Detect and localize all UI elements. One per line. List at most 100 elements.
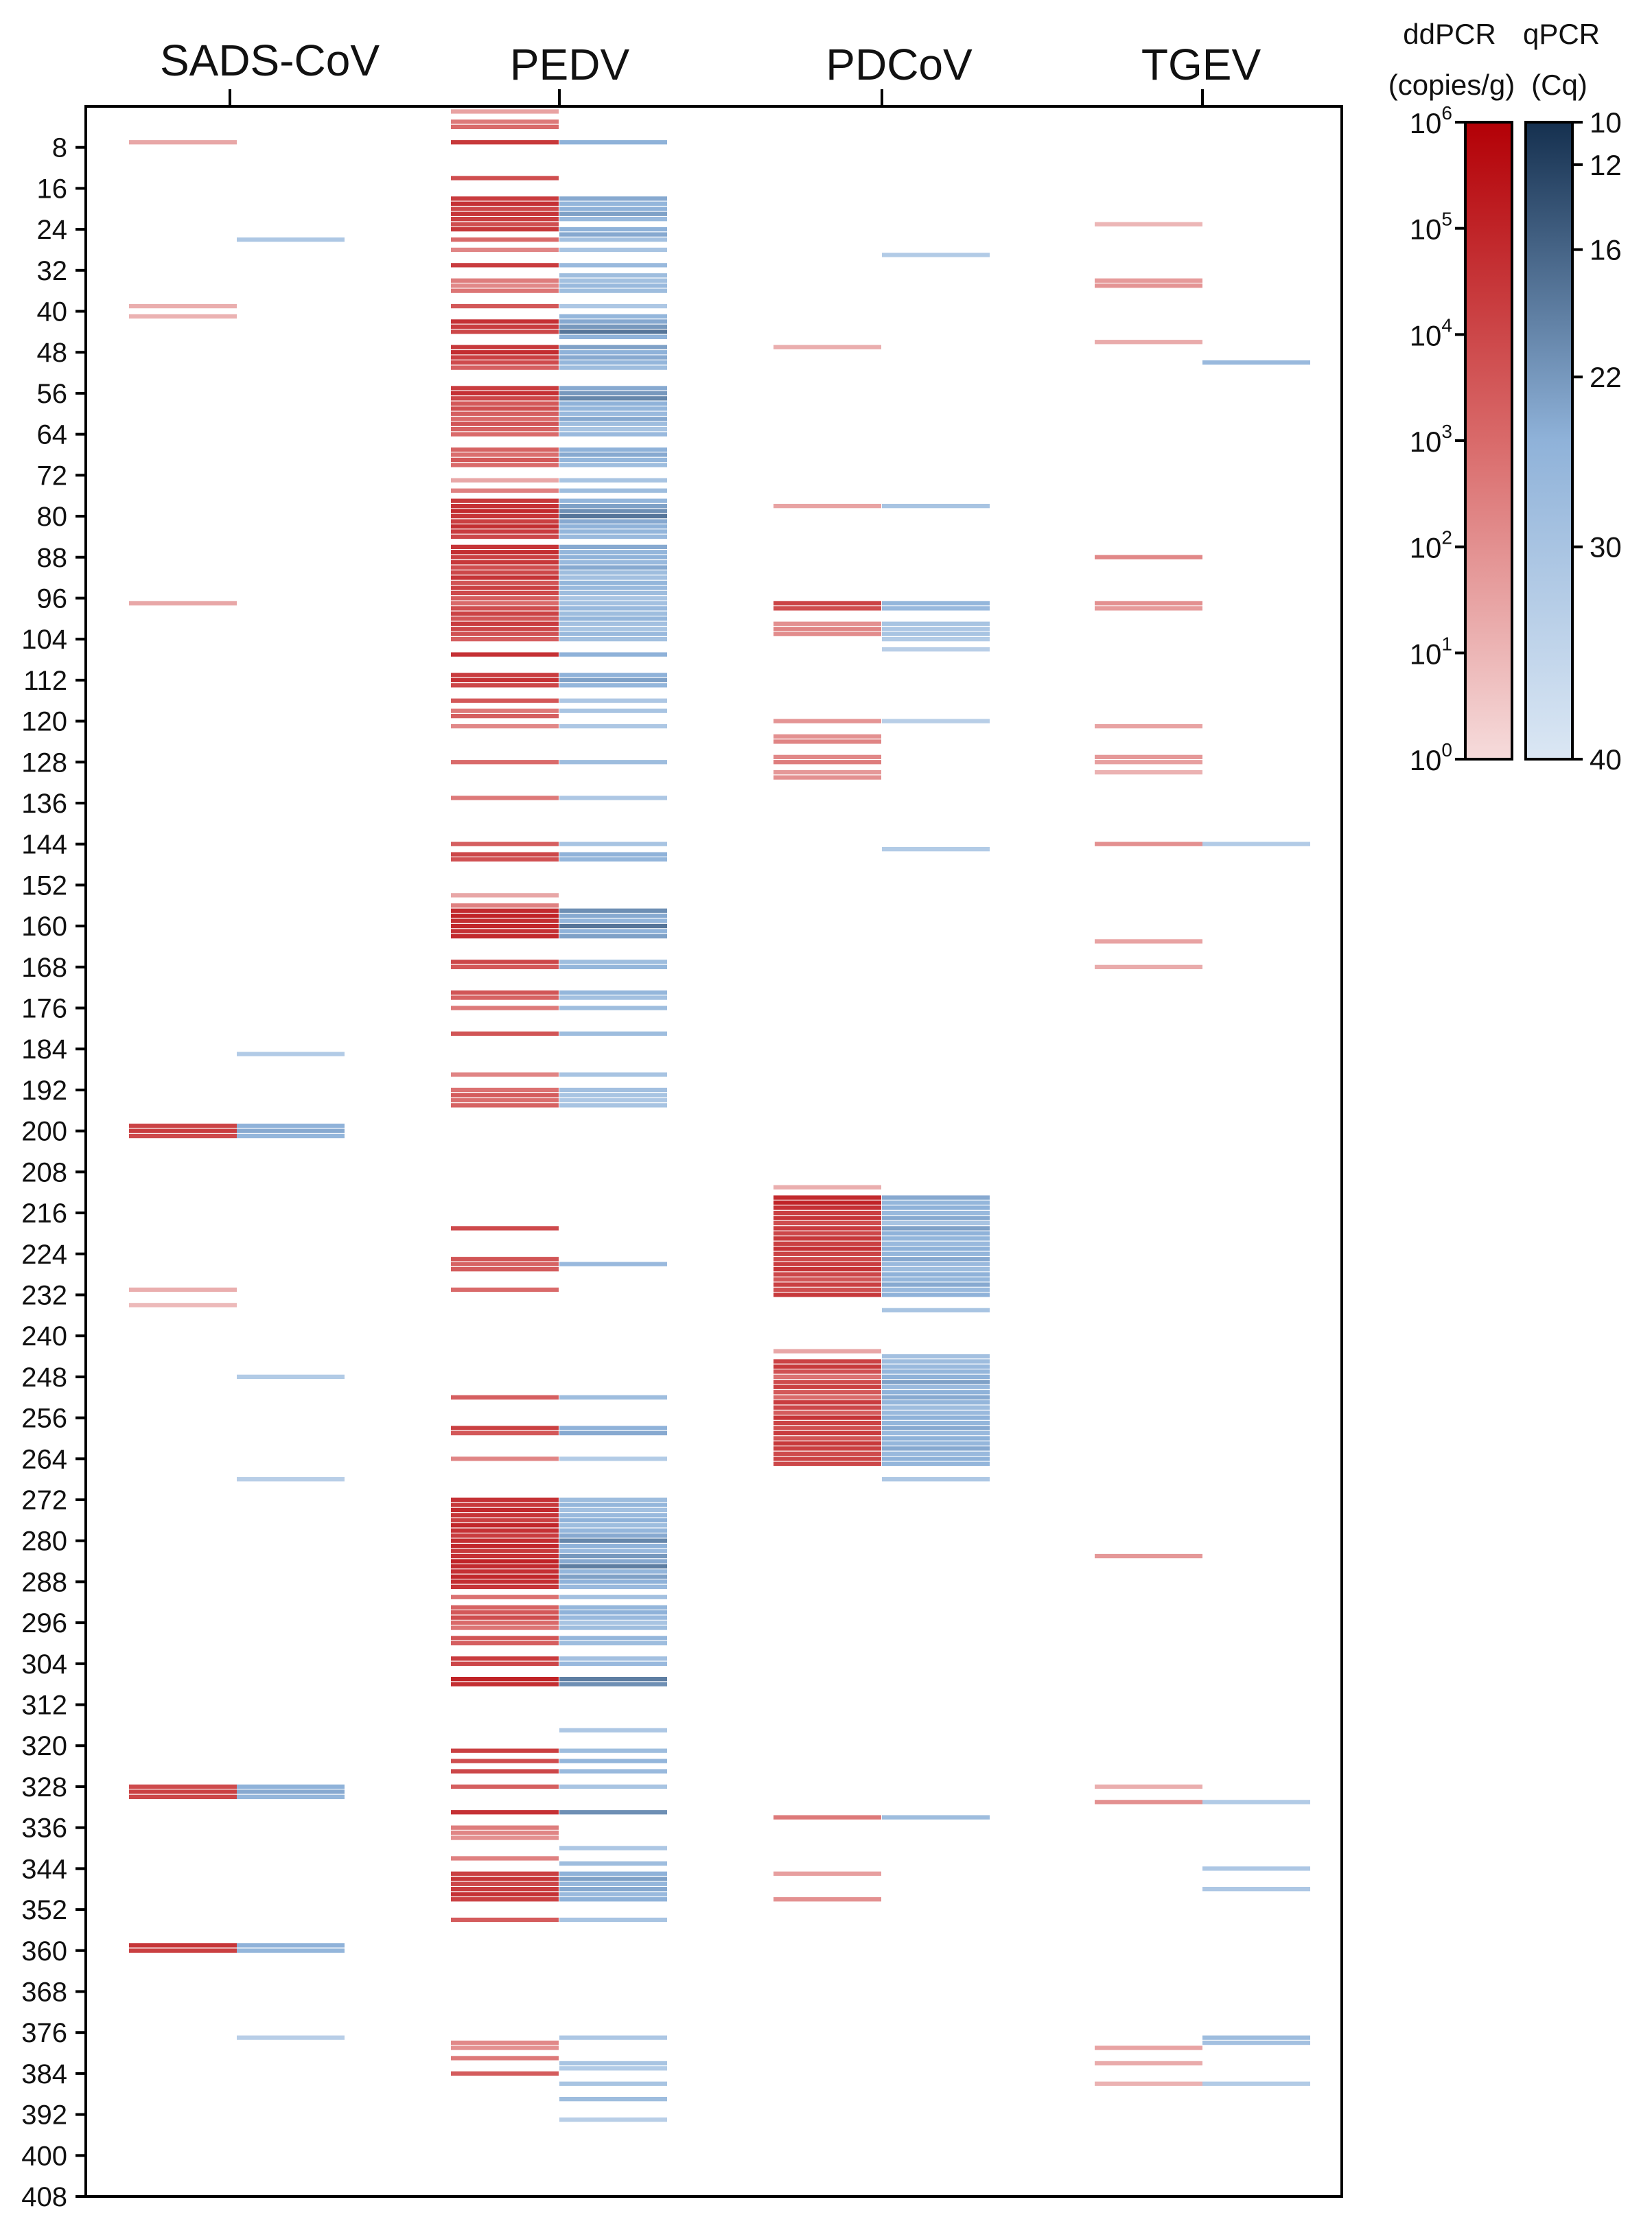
legend-qpcr-tick-label: 22 xyxy=(1590,361,1622,393)
tgev-ddpcr-bar xyxy=(1095,1553,1202,1559)
pedv-ddpcr-bar xyxy=(451,606,559,611)
pedv-ddpcr-bar xyxy=(451,2040,559,2045)
pdcov-qpcr-bar xyxy=(882,1246,990,1251)
pdcov-ddpcr-bar xyxy=(773,1210,881,1216)
tgev-ddpcr-bar xyxy=(1095,222,1202,227)
tgev-ddpcr-bar xyxy=(1095,770,1202,775)
pdcov-qpcr-bar xyxy=(882,647,990,652)
pedv-ddpcr-bar xyxy=(451,411,559,416)
tgev-ddpcr-bar xyxy=(1095,939,1202,944)
pedv-ddpcr-bar xyxy=(451,1856,559,1861)
pedv-ddpcr-bar xyxy=(451,1825,559,1830)
pedv-qpcr-bar xyxy=(559,1426,667,1430)
sads-cov-qpcr-bar xyxy=(237,237,345,242)
sads-cov-ddpcr-bar xyxy=(129,1303,237,1308)
tgev-ddpcr-bar xyxy=(1095,1800,1202,1805)
pedv-qpcr-bar xyxy=(559,1610,667,1615)
pdcov-ddpcr-bar xyxy=(773,1349,881,1354)
pedv-ddpcr-bar xyxy=(451,852,559,857)
tgev-ddpcr-bar xyxy=(1095,278,1202,283)
pedv-qpcr-bar xyxy=(559,1031,667,1036)
pedv-qpcr-bar xyxy=(559,283,667,288)
tgev-qpcr-bar xyxy=(1202,1887,1310,1892)
pdcov-ddpcr-bar xyxy=(773,719,881,723)
pedv-qpcr-bar xyxy=(559,355,667,360)
pedv-ddpcr-bar xyxy=(451,580,559,585)
pedv-ddpcr-bar xyxy=(451,1830,559,1835)
legend-ddpcr-tick-label: 103 xyxy=(1410,421,1452,458)
pedv-ddpcr-bar xyxy=(451,1430,559,1436)
y-tick-label: 160 xyxy=(21,912,67,942)
legend-ddpcr-tick-label: 106 xyxy=(1410,102,1452,139)
pedv-qpcr-bar xyxy=(559,452,667,457)
pdcov-ddpcr-bar xyxy=(773,1390,881,1395)
pedv-ddpcr-bar xyxy=(451,1006,559,1010)
pdcov-ddpcr-bar xyxy=(773,739,881,744)
pedv-ddpcr-bar xyxy=(451,1507,559,1513)
pdcov-qpcr-bar xyxy=(882,621,990,626)
legend-qpcr-tick-label: 10 xyxy=(1590,106,1622,139)
pedv-qpcr-bar xyxy=(559,1395,667,1400)
pdcov-ddpcr-bar xyxy=(773,1436,881,1441)
pedv-ddpcr-bar xyxy=(451,1523,559,1528)
pdcov-qpcr-bar xyxy=(882,1451,990,1456)
pedv-qpcr-bar xyxy=(559,631,667,636)
pdcov-qpcr-bar xyxy=(882,253,990,257)
column-header-sads-cov: SADS-CoV xyxy=(160,36,380,85)
pedv-ddpcr-bar xyxy=(451,360,559,365)
pedv-qpcr-bar xyxy=(559,723,667,729)
pedv-ddpcr-bar xyxy=(451,1636,559,1640)
pedv-ddpcr-bar xyxy=(451,345,559,349)
pdcov-qpcr-bar xyxy=(882,1364,990,1369)
tgev-qpcr-bar xyxy=(1202,842,1310,846)
pedv-ddpcr-bar xyxy=(451,1093,559,1098)
pedv-qpcr-bar xyxy=(559,673,667,677)
pdcov-qpcr-bar xyxy=(882,504,990,509)
pedv-ddpcr-bar xyxy=(451,1682,559,1686)
pedv-qpcr-bar xyxy=(559,908,667,913)
pdcov-qpcr-bar xyxy=(882,1257,990,1262)
pdcov-qpcr-bar xyxy=(882,627,990,631)
pedv-ddpcr-bar xyxy=(451,427,559,432)
pdcov-qpcr-bar xyxy=(882,601,990,606)
pedv-ddpcr-bar xyxy=(451,1810,559,1815)
tgev-qpcr-bar xyxy=(1202,360,1310,365)
sads-cov-ddpcr-bar xyxy=(129,303,237,309)
sads-cov-qpcr-bar xyxy=(237,1948,345,1953)
pedv-ddpcr-bar xyxy=(451,575,559,580)
pdcov-ddpcr-bar xyxy=(773,1257,881,1262)
tgev-ddpcr-bar xyxy=(1095,283,1202,288)
pedv-ddpcr-bar xyxy=(451,1640,559,1646)
pdcov-qpcr-bar xyxy=(882,1400,990,1405)
pedv-ddpcr-bar xyxy=(451,247,559,253)
pedv-ddpcr-bar xyxy=(451,611,559,616)
pedv-qpcr-bar xyxy=(559,627,667,631)
column-header-pdcov: PDCoV xyxy=(826,40,973,89)
pedv-ddpcr-bar xyxy=(451,1661,559,1666)
sads-cov-qpcr-bar xyxy=(237,1128,345,1133)
pedv-qpcr-bar xyxy=(559,350,667,355)
pedv-qpcr-bar xyxy=(559,1544,667,1549)
pedv-qpcr-bar xyxy=(559,2081,667,2086)
pedv-qpcr-bar xyxy=(559,504,667,509)
pedv-ddpcr-bar xyxy=(451,1553,559,1559)
pedv-qpcr-bar xyxy=(559,1769,667,1774)
pedv-ddpcr-bar xyxy=(451,677,559,682)
pedv-qpcr-bar xyxy=(559,247,667,253)
pedv-qpcr-bar xyxy=(559,2061,667,2066)
pedv-qpcr-bar xyxy=(559,519,667,524)
pedv-qpcr-bar xyxy=(559,1513,667,1518)
pedv-qpcr-bar xyxy=(559,596,667,601)
pedv-ddpcr-bar xyxy=(451,1267,559,1272)
pedv-qpcr-bar xyxy=(559,1877,667,1881)
pedv-ddpcr-bar xyxy=(451,627,559,631)
pdcov-ddpcr-bar xyxy=(773,1384,881,1389)
pdcov-qpcr-bar xyxy=(882,1205,990,1210)
pedv-qpcr-bar xyxy=(559,1682,667,1686)
pedv-qpcr-bar xyxy=(559,698,667,703)
pedv-qpcr-bar xyxy=(559,1549,667,1553)
y-tick-label: 280 xyxy=(21,1527,67,1557)
sads-cov-qpcr-bar xyxy=(237,1374,345,1379)
pedv-qpcr-bar xyxy=(559,345,667,349)
pedv-qpcr-bar xyxy=(559,923,667,929)
